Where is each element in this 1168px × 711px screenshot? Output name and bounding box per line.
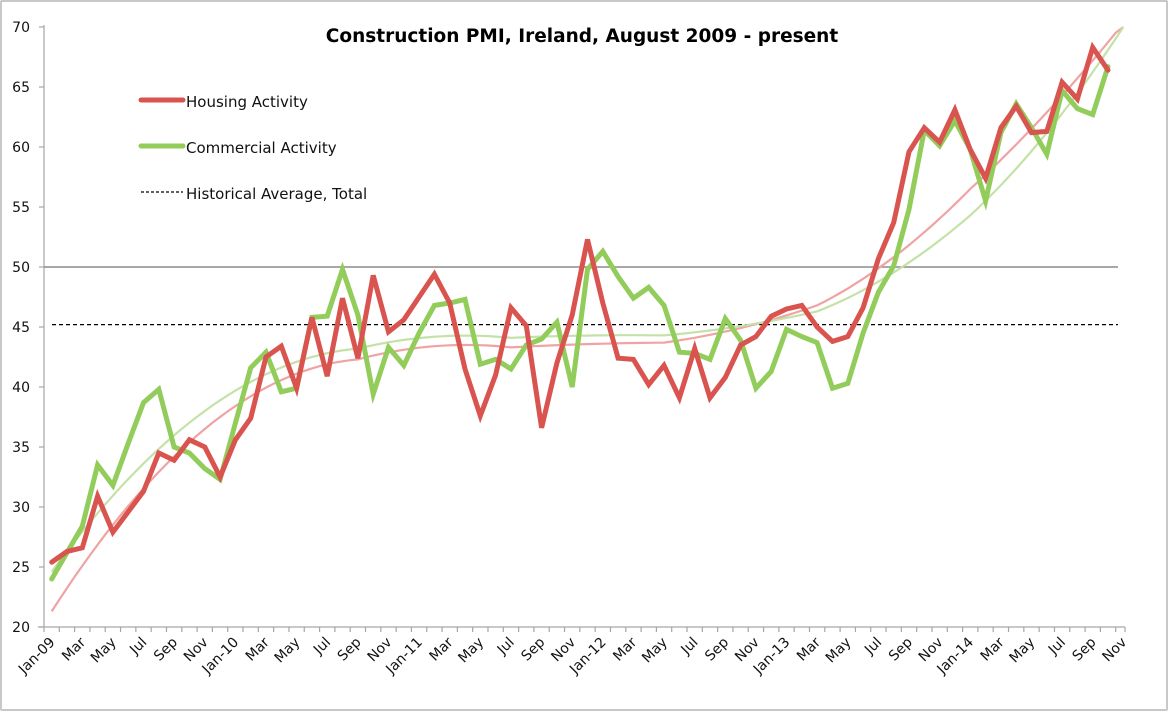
x-tick-label: May [272,635,304,667]
x-tick-label: May [823,635,855,667]
y-tick-label: 60 [12,140,30,156]
x-tick-label: Jan-09 [15,635,58,678]
legend-label-historical-average: Historical Average, Total [186,185,367,203]
x-tick-label: Jul [861,635,885,659]
x-tick-label: Mar [59,634,89,664]
x-tick-label: Mar [794,634,824,664]
legend-label-commercial: Commercial Activity [186,139,337,157]
x-tick-label: Jul [126,635,150,659]
x-tick-label: Sep [1070,634,1100,664]
x-tick-label: Sep [886,634,916,664]
x-tick-label: Nov [1100,635,1131,666]
y-tick-label: 25 [12,560,30,576]
x-tick-label: Jul [494,635,518,659]
axes [38,25,1126,632]
x-tick-label: Sep [702,634,732,664]
trendlines [50,26,1125,612]
x-tick-label: Mar [243,634,273,664]
x-tick-label: Mar [610,634,640,664]
x-tick-label: May [1007,635,1039,667]
y-tick-label: 55 [12,200,30,216]
y-tick-label: 30 [12,500,30,516]
x-tick-label: Sep [335,634,365,664]
trendline-commercial [50,26,1125,573]
x-tick-label: Sep [518,634,548,664]
x-tick-label: Mar [427,634,457,664]
chart-title: Construction PMI, Ireland, August 2009 -… [326,26,839,47]
legend-label-housing: Housing Activity [186,93,308,111]
series-line-housing [49,41,1111,565]
y-tick-label: 35 [12,440,30,456]
y-tick-label: 45 [12,320,30,336]
x-tick-label: Jul [1045,635,1069,659]
x-tick-label: Jul [310,635,334,659]
trendline-housing [50,26,1124,612]
y-tick-label: 65 [12,80,30,96]
y-tick-label: 40 [12,380,30,396]
series-lines [49,41,1111,582]
x-tick-label: May [639,635,671,667]
y-tick-label: 50 [12,260,30,276]
legend: Housing Activity Commercial Activity His… [138,93,367,203]
y-tick-label: 70 [12,20,30,36]
x-tick-label: Sep [151,634,181,664]
y-tick-label: 20 [12,620,30,636]
y-tick-labels: 20 25 30 35 40 45 50 55 60 65 70 [12,20,30,636]
x-tick-label: May [455,635,487,667]
x-tick-label: May [88,635,120,667]
x-tick-label: Mar [978,634,1008,664]
x-tick-label: Jul [678,635,702,659]
